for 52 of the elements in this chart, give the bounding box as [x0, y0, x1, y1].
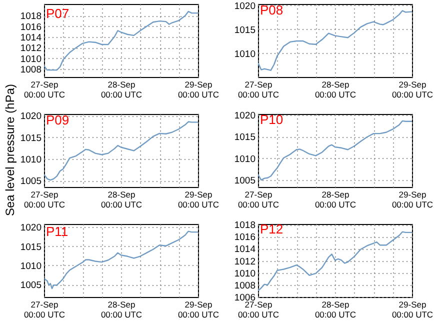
y-tick-label: 1010 [234, 268, 256, 280]
x-tick-label: 27-Sep 00:00 UTC [238, 190, 280, 210]
y-tick-label: 1015 [20, 242, 42, 253]
x-tick-label: 27-Sep 00:00 UTC [238, 300, 280, 320]
x-tick-label: 29-Sep 00:00 UTC [392, 300, 434, 320]
y-tick-label: 1014 [20, 32, 42, 44]
chart-title: P09 [46, 112, 70, 128]
y-tick-label: 1014 [234, 244, 256, 256]
x-tick-label: 28-Sep 00:00 UTC [314, 190, 356, 210]
x-tick-label: 28-Sep 00:00 UTC [100, 300, 142, 320]
y-tick-label: 1015 [20, 132, 42, 144]
x-tick-label: 28-Sep 00:00 UTC [100, 80, 142, 100]
x-tick-label: 29-Sep 00:00 UTC [392, 80, 434, 100]
y-tick-label: 1010 [20, 260, 42, 272]
x-tick-label: 29-Sep 00:00 UTC [178, 300, 220, 320]
y-tick-label: 1020 [20, 111, 42, 122]
y-tick-label: 1020 [234, 110, 256, 122]
chart-title: P10 [260, 112, 284, 127]
y-tick-label: 1012 [20, 43, 42, 54]
y-tick-label: 1015 [234, 132, 256, 144]
x-tick-label: 29-Sep 00:00 UTC [392, 190, 434, 210]
y-tick-label: 1005 [234, 176, 256, 187]
y-axis-title: Sea level pressure (hPa) [3, 84, 17, 216]
y-tick-label: 1016 [234, 232, 256, 244]
x-tick-label: 29-Sep 00:00 UTC [178, 80, 220, 100]
x-tick-label: 28-Sep 00:00 UTC [314, 80, 356, 100]
y-tick-label: 1008 [20, 64, 42, 76]
x-tick-label: 27-Sep 00:00 UTC [24, 300, 66, 320]
y-tick-label: 1018 [20, 11, 42, 22]
x-tick-label: 29-Sep 00:00 UTC [178, 190, 220, 210]
y-tick-label: 1010 [20, 54, 42, 65]
x-tick-label: 27-Sep 00:00 UTC [238, 80, 280, 100]
y-tick-label: 1015 [234, 24, 256, 36]
y-tick-label: 1005 [20, 176, 42, 188]
chart-title: P12 [260, 222, 284, 237]
y-tick-label: 1012 [234, 256, 256, 268]
y-tick-label: 1016 [20, 22, 42, 33]
chart-title: P08 [260, 2, 284, 18]
x-tick-label: 27-Sep 00:00 UTC [24, 80, 66, 100]
chart-title: P11 [46, 224, 68, 240]
y-tick-label: 1020 [234, 0, 256, 12]
y-tick-label: 1005 [20, 280, 42, 292]
y-tick-label: 1008 [234, 280, 256, 292]
x-tick-label: 27-Sep 00:00 UTC [24, 190, 66, 210]
x-tick-label: 28-Sep 00:00 UTC [100, 190, 142, 210]
chart-title: P07 [46, 6, 70, 21]
y-tick-label: 1010 [234, 154, 256, 165]
y-tick-label: 1010 [20, 154, 42, 166]
x-tick-label: 28-Sep 00:00 UTC [314, 300, 356, 320]
y-tick-label: 1010 [234, 48, 256, 60]
y-tick-label: 1018 [234, 220, 256, 232]
y-tick-label: 1020 [20, 222, 42, 234]
